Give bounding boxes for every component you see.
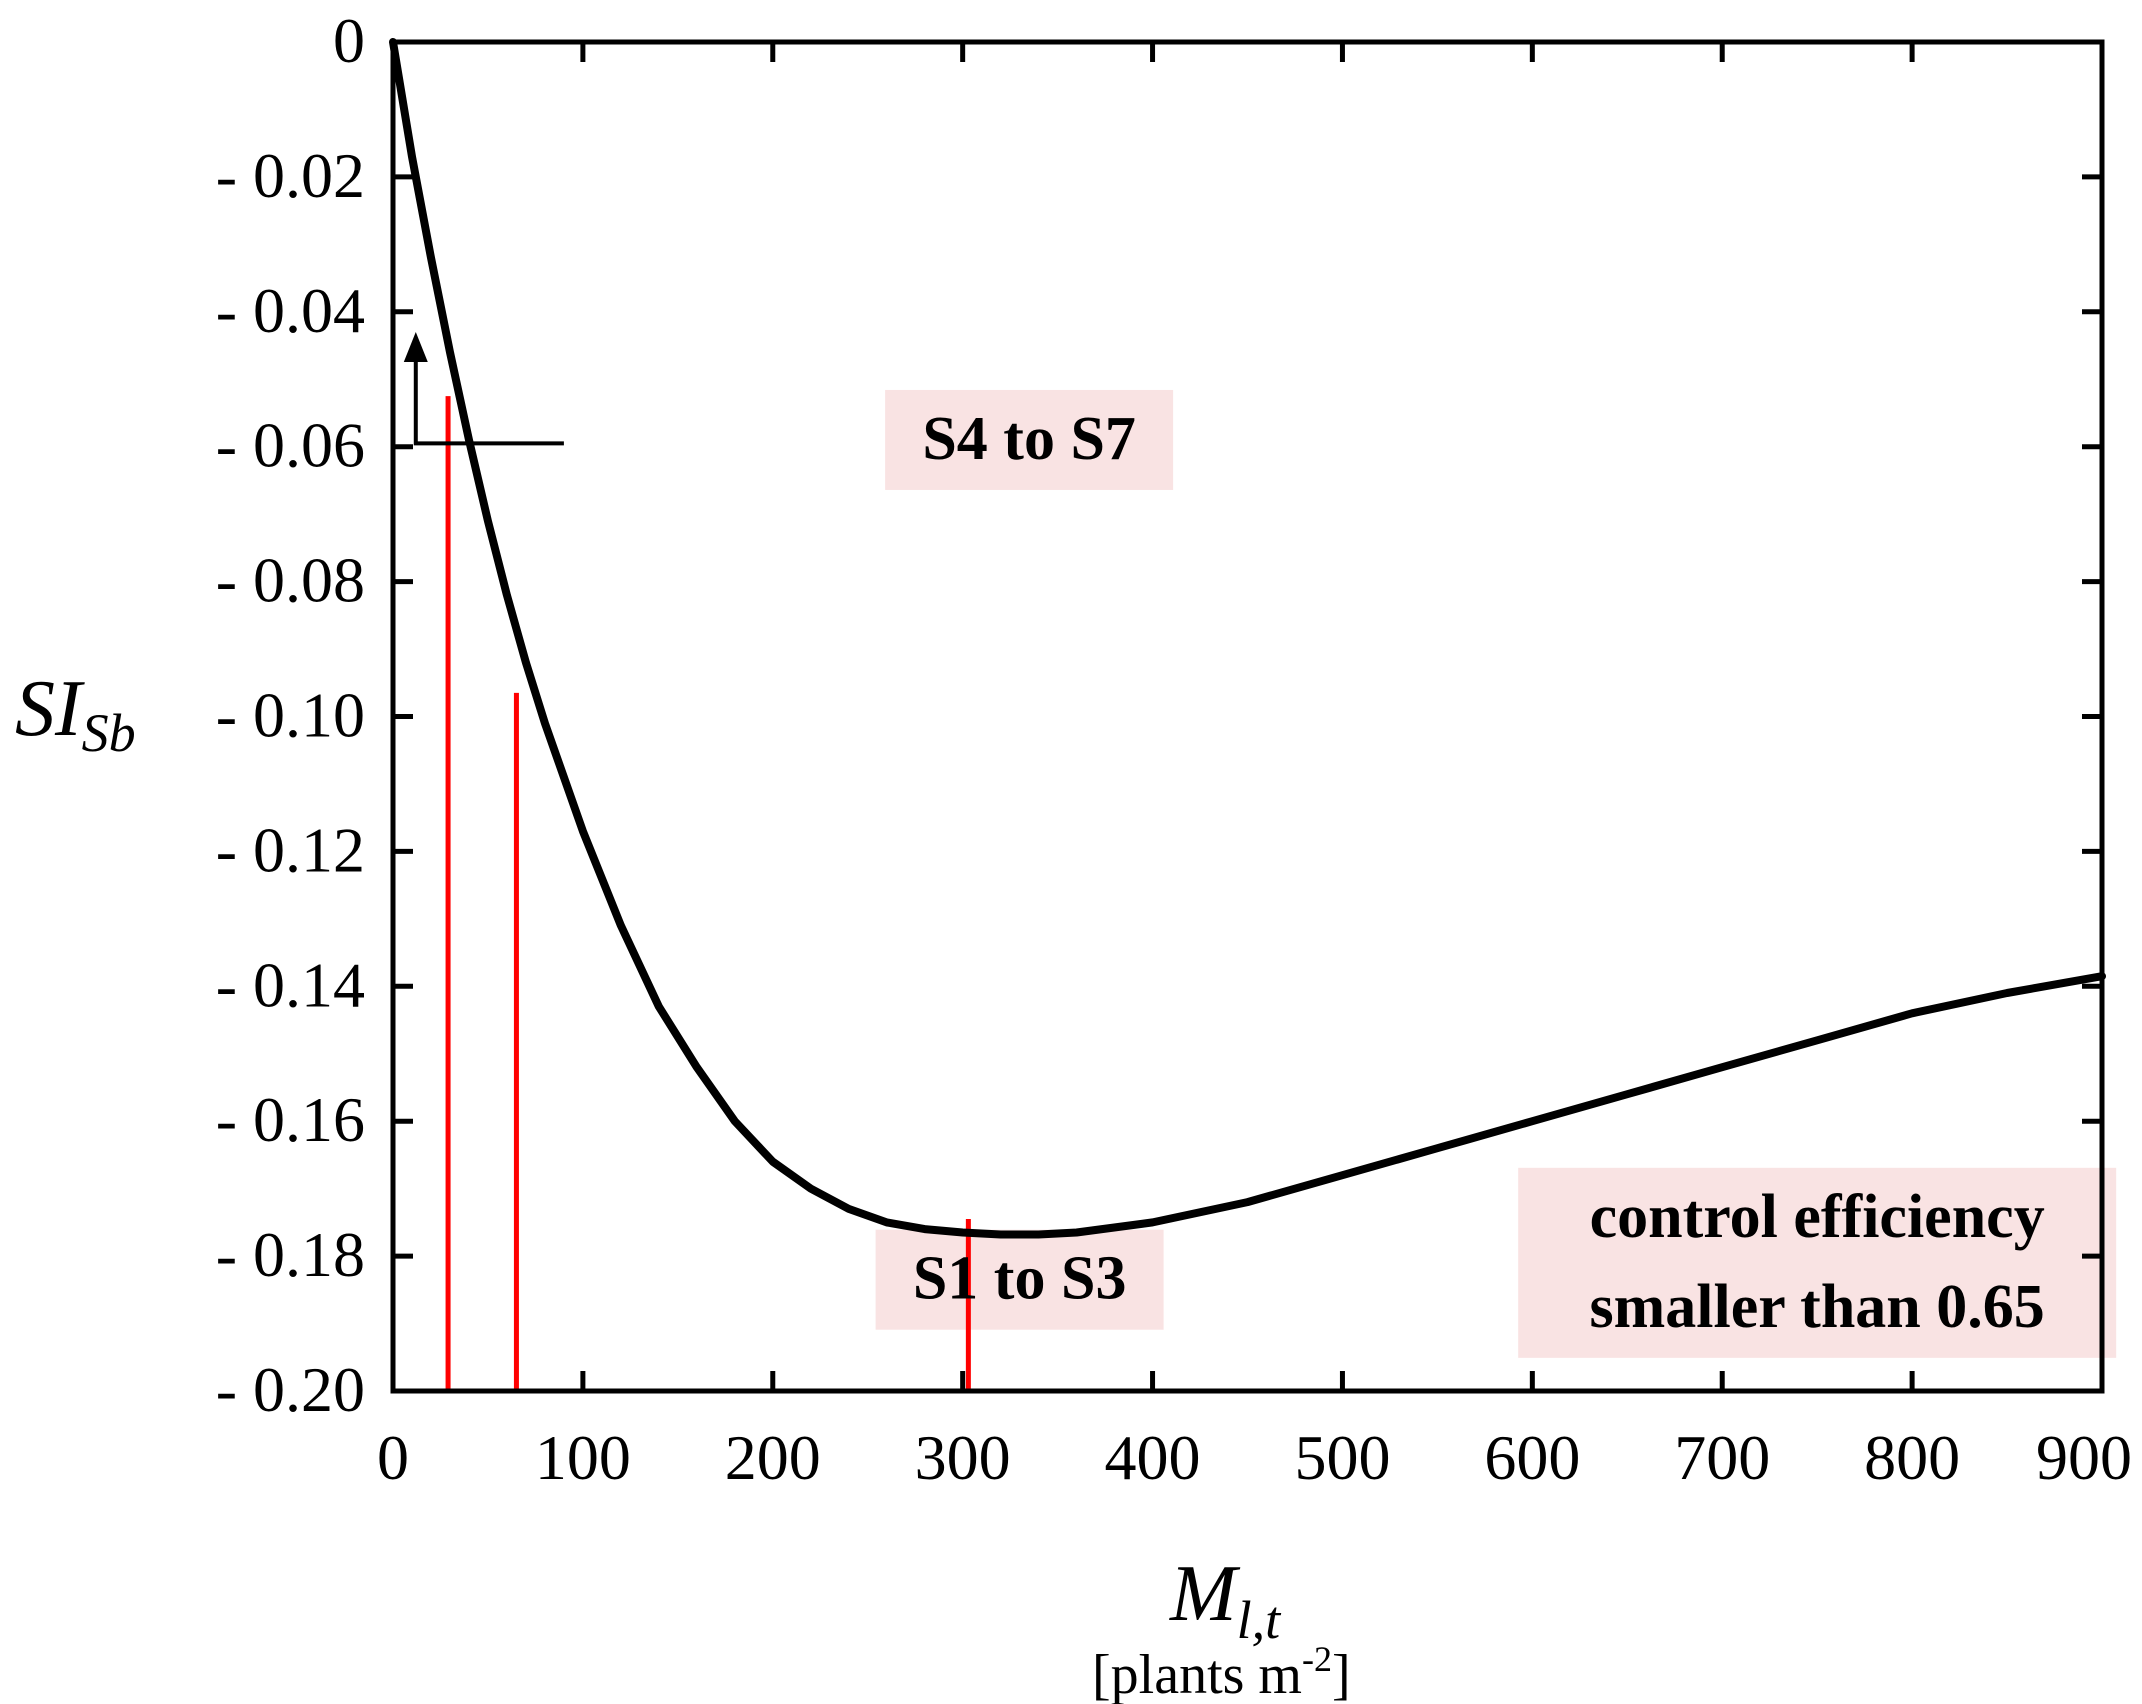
y-tick-label: - 0.16: [216, 1084, 365, 1155]
x-axis-title-sub: l,t: [1237, 1590, 1283, 1650]
annotation-text: S1 to S3: [913, 1245, 1127, 1313]
x-axis-title-main: M: [1169, 1550, 1241, 1638]
annotation-text: S4 to S7: [922, 405, 1136, 473]
x-tick-label: 900: [2036, 1422, 2132, 1493]
y-axis-title-main: SI: [15, 665, 85, 753]
annotation-arrow: [413, 354, 564, 446]
marker-lines: [445, 396, 971, 1391]
x-tick-label: 300: [915, 1422, 1011, 1493]
y-tick-label: - 0.12: [216, 814, 365, 885]
x-tick-label: 0: [377, 1422, 409, 1493]
annotation-box: [875, 1229, 1164, 1330]
annotation-text: control efficiency: [1590, 1183, 2045, 1251]
y-tick-label: - 0.06: [216, 410, 365, 481]
x-axis-unit-suffix: ]: [1332, 1644, 1351, 1704]
series-layer: [389, 38, 2106, 1239]
y-tick-label: - 0.18: [216, 1219, 365, 1290]
y-tick-label: - 0.04: [216, 275, 365, 346]
y-tick-label: - 0.08: [216, 545, 365, 616]
x-tick-label: 600: [1484, 1422, 1580, 1493]
series-line: [389, 38, 2106, 1239]
y-axis-title-sub: Sb: [82, 703, 136, 763]
x-axis-unit-sup: -2: [1302, 1639, 1332, 1679]
y-axis-title: SISb: [15, 665, 136, 763]
x-axis-unit: [plants m-2]: [1092, 1639, 1351, 1704]
x-tick-label: 200: [725, 1422, 821, 1493]
annotation-texts: S4 to S7 S1 to S3 control efficiency smalle…: [913, 405, 2045, 1341]
annotation-box: [1518, 1167, 2117, 1358]
arrow-head: [403, 332, 428, 363]
x-tick-label: 500: [1294, 1422, 1390, 1493]
y-tick-label: - 0.14: [216, 949, 365, 1020]
y-tick-label: - 0.20: [216, 1354, 365, 1425]
annotation-boxes: [875, 389, 2117, 1358]
annotation-box: [885, 389, 1174, 490]
x-tick-label: 800: [1864, 1422, 1960, 1493]
y-tick-label: - 0.02: [216, 140, 365, 211]
x-tick-label: 700: [1674, 1422, 1770, 1493]
axes: 0 100 200 300 400 500 600 700 800 900 0 - 0.02 - 0.0…: [216, 5, 2132, 1493]
x-axis-title: Ml,t: [1169, 1550, 1282, 1650]
y-tick-label: 0: [333, 5, 365, 76]
x-tick-label: 400: [1105, 1422, 1201, 1493]
x-tick-label: 100: [535, 1422, 631, 1493]
arrow-layer: [403, 332, 564, 446]
y-tick-label: - 0.10: [216, 680, 365, 751]
annotation-text: smaller than 0.65: [1590, 1273, 2045, 1341]
x-axis-unit-prefix: [plants m: [1092, 1644, 1302, 1704]
